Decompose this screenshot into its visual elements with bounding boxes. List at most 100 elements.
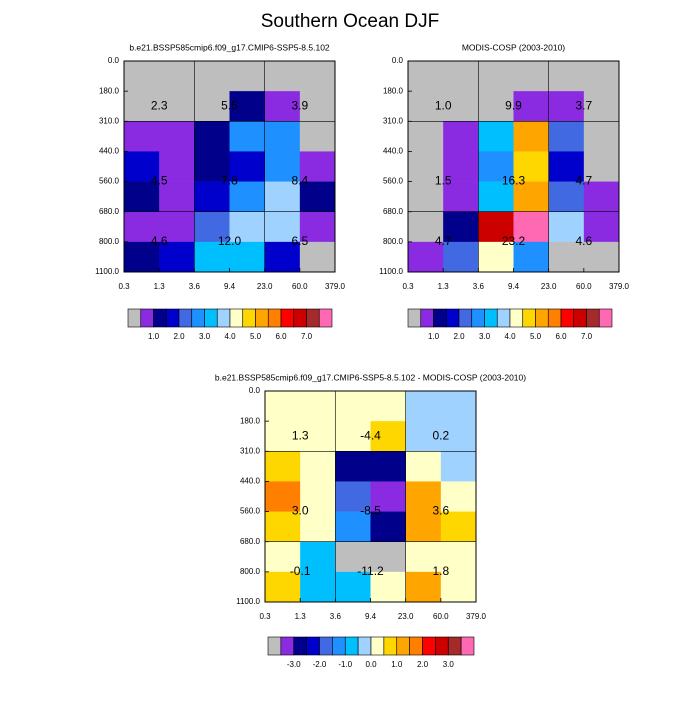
cell (408, 211, 444, 243)
colorbar-box (407, 308, 422, 328)
cell (370, 571, 406, 603)
cell (583, 91, 620, 122)
colorbar-box (445, 308, 460, 328)
colorbar-box (396, 636, 410, 656)
cell (194, 211, 230, 243)
cell (335, 421, 371, 452)
cell (370, 391, 406, 422)
group-sum: 16.3 (502, 174, 526, 188)
x-tick-label: 0.3 (118, 282, 130, 291)
cell (299, 151, 336, 182)
group-sum: 4.7 (435, 234, 452, 248)
colorbar-box (229, 308, 244, 328)
x-tick-label: 379.0 (466, 612, 487, 621)
cell (159, 181, 195, 213)
cell (513, 181, 549, 213)
colorbar-box (586, 308, 600, 328)
cell (335, 511, 371, 543)
cell (229, 181, 265, 213)
cell (265, 541, 301, 573)
colorbar-box (598, 308, 613, 328)
cell (194, 181, 230, 213)
cell (478, 211, 514, 243)
colorbar-box (216, 308, 231, 328)
x-tick-label: 1.3 (154, 282, 166, 291)
cell (548, 181, 585, 213)
colorbar-box (204, 308, 218, 328)
colorbar-label: 1.0 (148, 332, 160, 341)
colorbar-box (460, 636, 475, 656)
cell (513, 121, 549, 152)
group-sum: 4.6 (151, 234, 168, 248)
cell (265, 481, 301, 512)
cell (513, 91, 549, 122)
group-sum: -8.5 (360, 504, 381, 518)
cell (264, 91, 301, 122)
group-sum: 5.5 (221, 98, 238, 112)
y-tick-label: 800.0 (240, 567, 261, 576)
cell (583, 61, 620, 92)
x-tick-label: 0.3 (402, 282, 414, 291)
colorbar-box (573, 308, 587, 328)
cell (264, 241, 301, 273)
cell (583, 211, 620, 243)
cell (440, 541, 477, 573)
colorbar-label: -3.0 (287, 660, 301, 669)
y-tick-label: 560.0 (383, 177, 404, 186)
cell (264, 211, 301, 243)
cell (265, 421, 301, 452)
cell (370, 421, 406, 452)
group-sum: 1.0 (435, 98, 452, 112)
colorbar-box (178, 308, 193, 328)
colorbar-box (409, 636, 423, 656)
cell (300, 511, 336, 543)
y-tick-label: 800.0 (383, 237, 404, 246)
y-tick-label: 0.0 (249, 386, 261, 395)
colorbar-box (344, 636, 359, 656)
colorbar-box (433, 308, 447, 328)
colorbar-box (267, 636, 282, 656)
colorbar-box (435, 636, 449, 656)
cell (370, 481, 406, 512)
y-tick-label: 0.0 (392, 56, 404, 65)
cell (443, 121, 479, 152)
colorbar-label: -2.0 (313, 660, 327, 669)
x-tick-label: 1.3 (295, 612, 307, 621)
y-tick-label: 180.0 (99, 86, 120, 95)
cell (408, 181, 444, 213)
group-sum: -4.4 (360, 428, 381, 442)
x-tick-label: 60.0 (292, 282, 308, 291)
y-tick-label: 0.0 (108, 56, 120, 65)
cell (408, 241, 444, 273)
y-tick-label: 560.0 (240, 507, 261, 516)
colorbar-box (191, 308, 205, 328)
cell (124, 61, 160, 92)
cell (443, 241, 479, 273)
cell (229, 91, 265, 122)
colorbar-box (509, 308, 524, 328)
group-sum: 6.5 (291, 234, 308, 248)
cell (548, 151, 585, 182)
colorbar-label: 5.0 (530, 332, 542, 341)
colorbar-label: 7.0 (301, 332, 313, 341)
cell (443, 61, 479, 92)
colorbar-box (318, 308, 333, 328)
cell (299, 121, 336, 152)
cell (440, 511, 477, 543)
group-sum: 9.9 (505, 98, 522, 112)
colorbar-box (153, 308, 167, 328)
cell (265, 571, 301, 603)
cell (159, 61, 195, 92)
group-sum: 4.7 (575, 174, 592, 188)
colorbar-box (306, 308, 320, 328)
cell (513, 241, 549, 273)
x-tick-label: 3.6 (330, 612, 342, 621)
x-tick-label: 9.4 (224, 282, 236, 291)
colorbar-label: 2.0 (417, 660, 429, 669)
y-tick-label: 440.0 (383, 147, 404, 156)
colorbar-label: 2.0 (173, 332, 185, 341)
cell (478, 121, 514, 152)
colorbar-box (560, 308, 575, 328)
cell (548, 121, 585, 152)
cell (300, 421, 336, 452)
